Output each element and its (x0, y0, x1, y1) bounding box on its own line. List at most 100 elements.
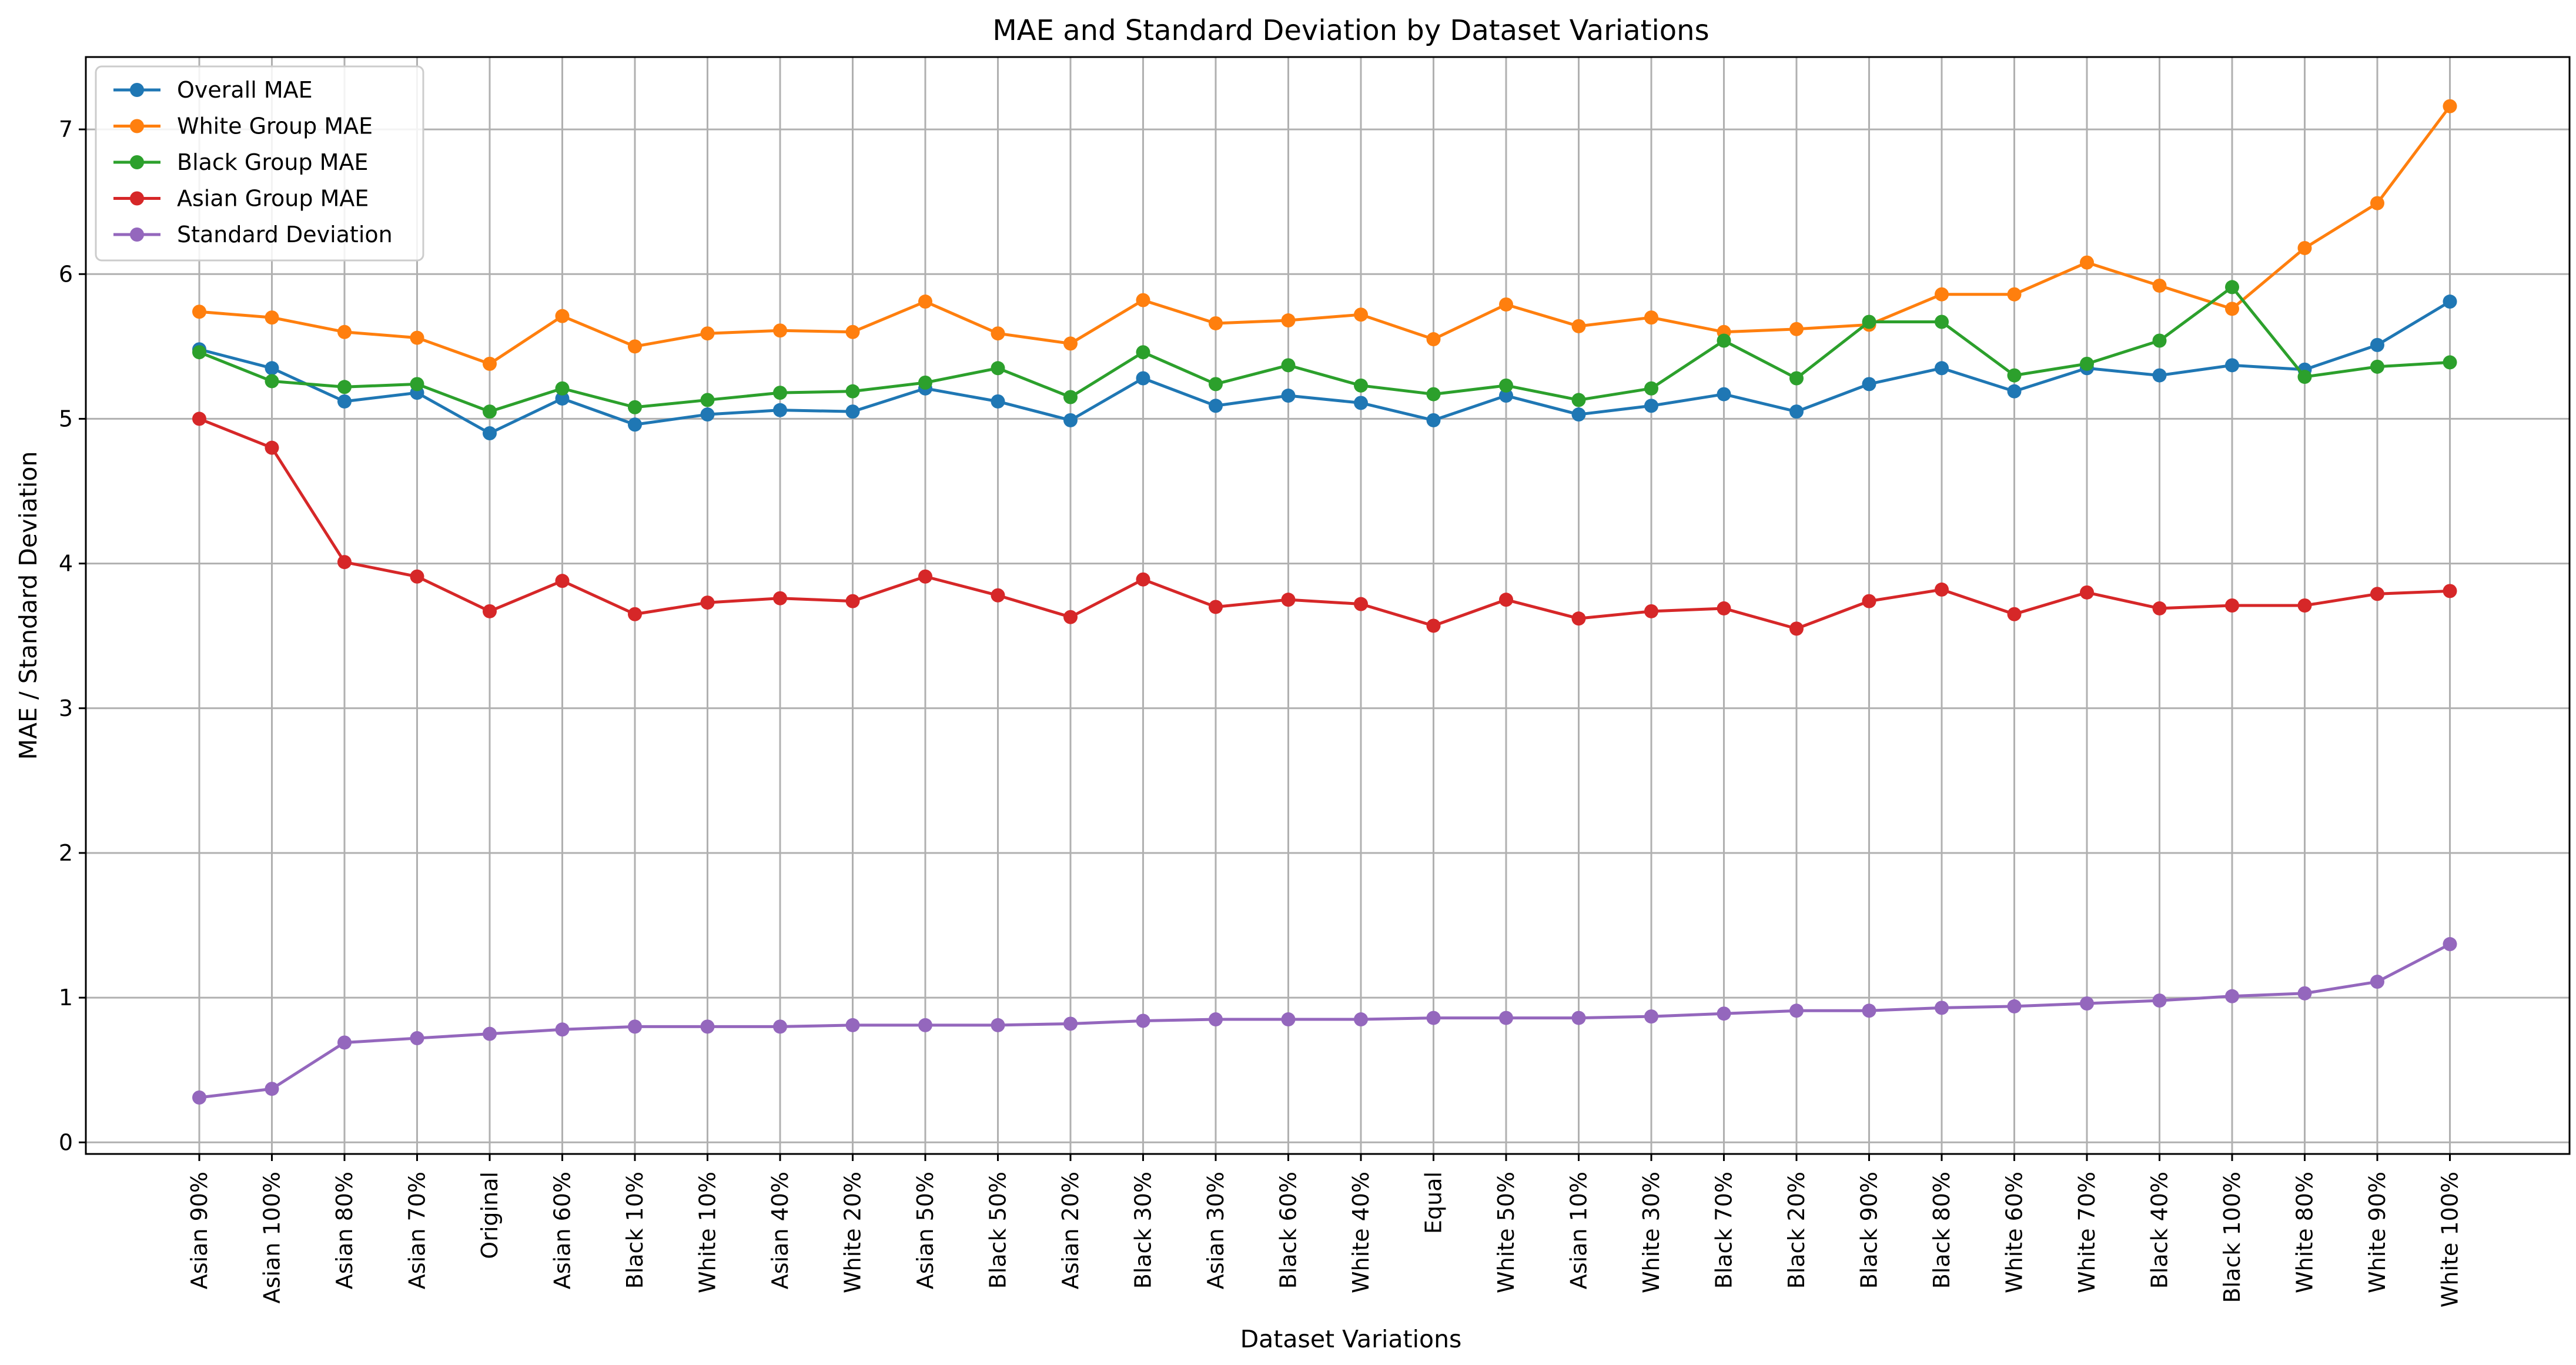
series-asian-group-mae (192, 411, 2457, 636)
data-point (192, 305, 206, 319)
data-point (265, 361, 279, 376)
data-point (1789, 1003, 1804, 1018)
data-point (1717, 387, 1731, 402)
data-point (2152, 601, 2167, 615)
data-point (845, 404, 860, 419)
data-point (2443, 295, 2457, 309)
y-tick-label: 2 (59, 840, 73, 866)
x-tick-label: Equal (1421, 1172, 1447, 1234)
data-point (1644, 1009, 1658, 1024)
data-point (700, 393, 715, 407)
legend-label: Black Group MAE (177, 149, 368, 175)
x-tick-label: Black 60% (1276, 1172, 1302, 1289)
x-tick-label: White 40% (1348, 1172, 1374, 1293)
data-point (1644, 399, 1658, 413)
data-point (845, 384, 860, 399)
x-tick-label: White 30% (1638, 1172, 1664, 1293)
data-point (1935, 1001, 1949, 1015)
data-point (410, 1031, 424, 1046)
data-point (1644, 310, 1658, 325)
data-point (1063, 1016, 1078, 1031)
data-point (845, 1018, 860, 1032)
data-point (483, 604, 497, 618)
data-point (2370, 359, 2384, 374)
data-point (1426, 387, 1441, 402)
x-tick-label: Black 100% (2219, 1172, 2245, 1303)
data-point (1281, 593, 1296, 607)
y-axis-label: MAE / Standard Deviation (14, 451, 42, 760)
data-point (1499, 378, 1513, 393)
legend-swatch-marker (130, 228, 144, 242)
data-point (2297, 240, 2312, 255)
data-point (555, 574, 570, 588)
data-point (483, 404, 497, 419)
data-point (2370, 587, 2384, 601)
data-point (1571, 1011, 1586, 1025)
data-point (555, 391, 570, 406)
data-point (1717, 1006, 1731, 1021)
y-tick-label: 0 (59, 1129, 73, 1155)
legend-swatch-marker (130, 83, 144, 97)
x-tick-label: Asian 20% (1058, 1172, 1083, 1289)
data-point (410, 330, 424, 345)
data-point (1281, 1012, 1296, 1027)
series-line (199, 105, 2451, 366)
x-tick-label: Black 40% (2147, 1172, 2173, 1289)
data-point (2297, 370, 2312, 384)
series-line (199, 942, 2451, 1099)
data-point (1063, 413, 1078, 427)
data-point (918, 1018, 932, 1032)
data-point (1209, 316, 1223, 330)
data-point (2225, 280, 2239, 295)
data-point (1862, 315, 1876, 329)
data-point (265, 310, 279, 325)
data-point (1862, 1003, 1876, 1018)
chart-title: MAE and Standard Deviation by Dataset Va… (992, 14, 1709, 47)
data-point (2370, 337, 2384, 352)
data-point (1717, 333, 1731, 348)
data-point (2370, 975, 2384, 989)
data-point (991, 1018, 1005, 1032)
data-point (1499, 389, 1513, 403)
x-tick-label: White 10% (695, 1172, 721, 1293)
x-tick-label: Black 10% (622, 1172, 648, 1289)
data-point (2152, 993, 2167, 1008)
data-point (337, 555, 352, 570)
data-point (2443, 937, 2457, 952)
series-line (199, 417, 2450, 630)
data-point (773, 591, 787, 605)
data-point (1063, 610, 1078, 624)
legend-swatch-marker (130, 119, 144, 133)
data-point (483, 1026, 497, 1041)
data-point (628, 400, 642, 414)
data-point (1281, 358, 1296, 373)
data-point (2080, 585, 2094, 600)
x-tick-label: White 70% (2074, 1172, 2100, 1293)
data-point (1281, 389, 1296, 403)
data-point (991, 326, 1005, 341)
data-point (1426, 618, 1441, 633)
data-point (1209, 1012, 1223, 1027)
data-point (1063, 336, 1078, 351)
y-tick-label: 3 (59, 695, 73, 721)
data-point (337, 324, 352, 339)
data-point (1862, 377, 1876, 392)
data-point (1136, 371, 1150, 386)
legend-label: Standard Deviation (177, 222, 393, 247)
data-point (700, 1019, 715, 1034)
x-tick-label: Asian 70% (404, 1172, 430, 1289)
data-point (700, 326, 715, 341)
data-point (918, 295, 932, 309)
data-point (265, 374, 279, 389)
data-point (700, 407, 715, 422)
legend-label: White Group MAE (177, 113, 373, 139)
data-point (1935, 582, 1949, 597)
y-tick-label: 6 (59, 261, 73, 287)
x-tick-label: Black 20% (1784, 1172, 1809, 1289)
data-point (265, 440, 279, 455)
data-point (628, 1019, 642, 1034)
data-point (1862, 594, 1876, 608)
data-point (1789, 621, 1804, 636)
data-point (773, 403, 787, 417)
legend-box (95, 65, 424, 262)
